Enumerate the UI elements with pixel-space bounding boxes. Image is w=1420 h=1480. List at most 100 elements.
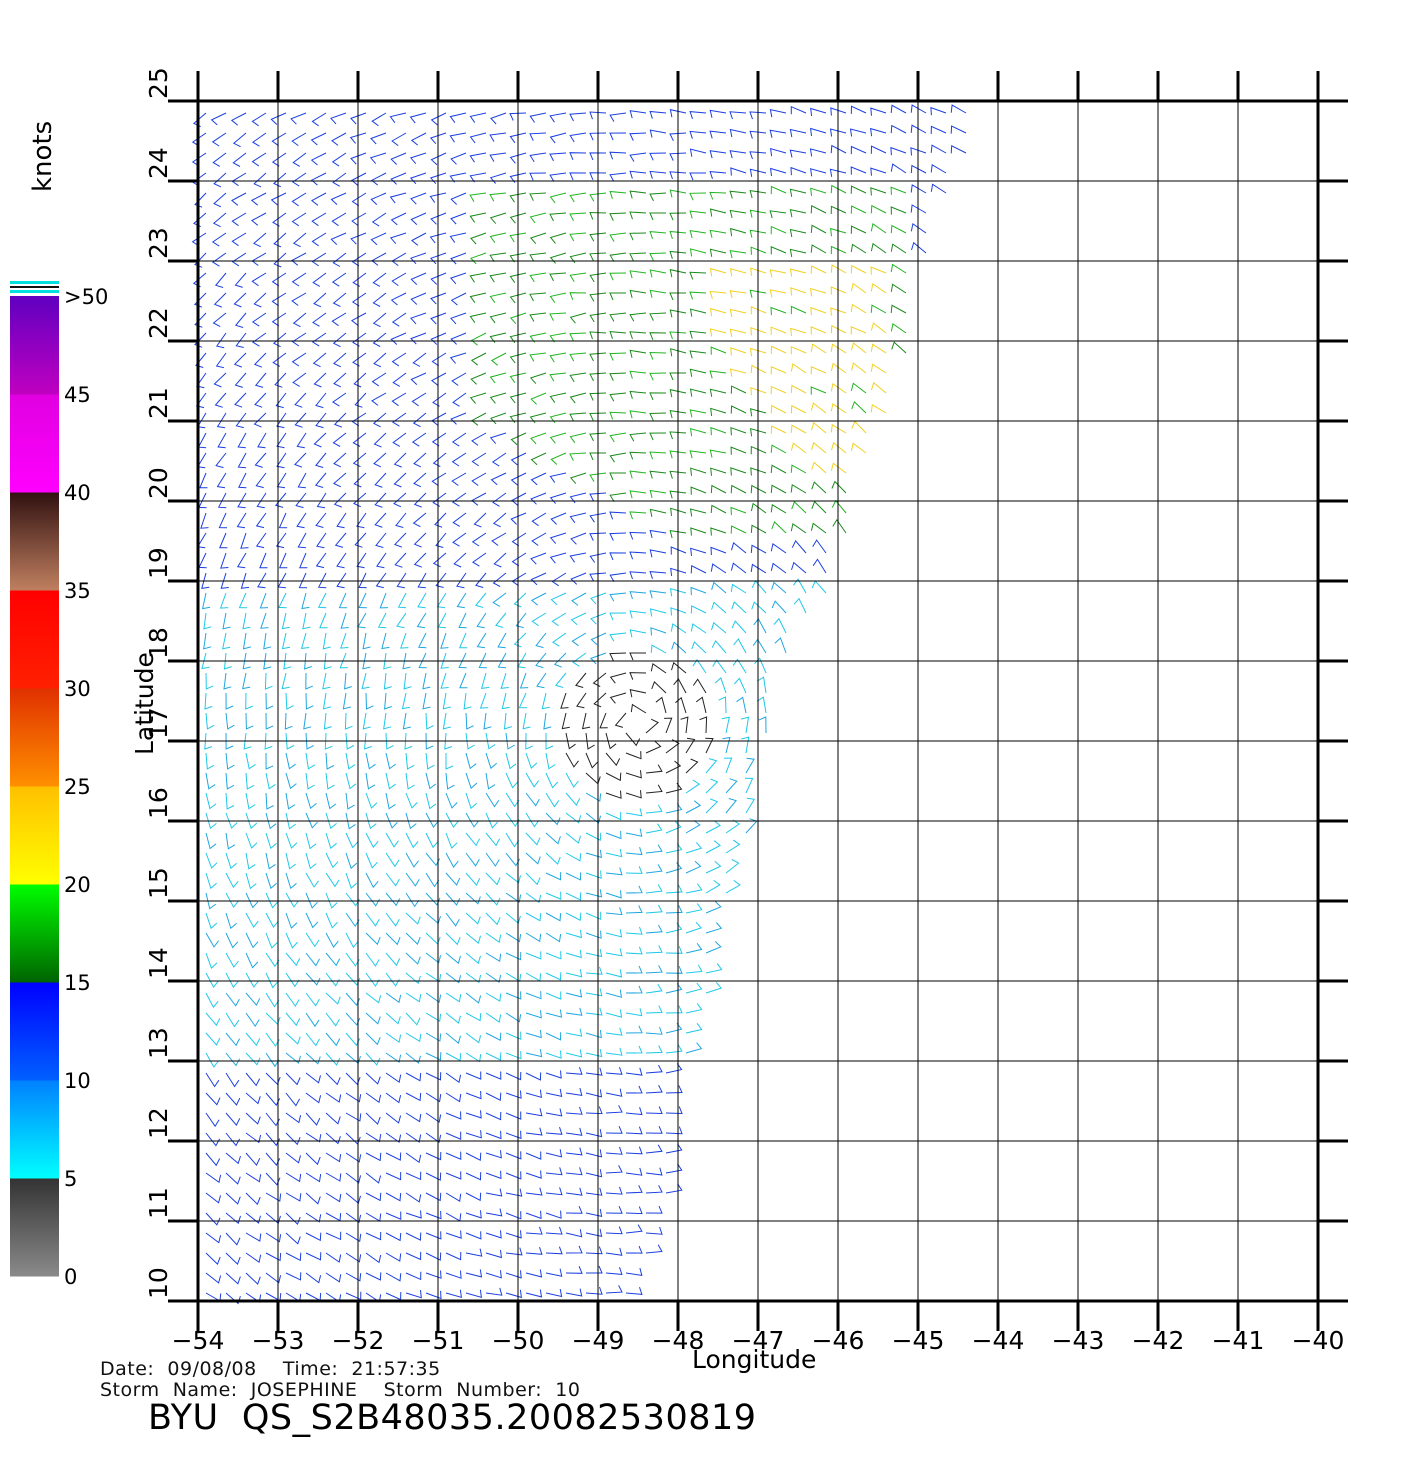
- wind-barb: [372, 412, 387, 428]
- wind-barb: [605, 867, 623, 876]
- wind-barb: [505, 1289, 522, 1299]
- wind-barb: [285, 832, 298, 849]
- x-tick-label: −53: [252, 1326, 305, 1355]
- wind-barb: [381, 632, 390, 650]
- wind-barb: [750, 428, 767, 437]
- wind-barb: [649, 549, 667, 558]
- wind-barb: [295, 492, 307, 509]
- wind-barb: [344, 712, 353, 730]
- wind-barb: [565, 1187, 583, 1196]
- wind-barb: [384, 692, 392, 710]
- wind-barb: [509, 192, 527, 203]
- wind-barb: [669, 189, 687, 198]
- wind-barb: [330, 112, 347, 125]
- wind-barb: [430, 152, 447, 166]
- wind-barb: [510, 432, 527, 446]
- wind-barb: [245, 952, 259, 969]
- wind-barb: [405, 1271, 422, 1281]
- wind-barb: [665, 905, 683, 914]
- wind-barb: [465, 1231, 482, 1240]
- wind-barb: [215, 332, 227, 349]
- wind-barb: [245, 752, 256, 770]
- wind-barb: [225, 732, 234, 750]
- wind-barb: [725, 798, 737, 814]
- wind-barb: [741, 736, 750, 754]
- wind-barb: [396, 612, 407, 629]
- wind-barb: [431, 412, 447, 426]
- wind-barb: [492, 592, 507, 607]
- wind-barb: [265, 1152, 281, 1166]
- wind-barb: [391, 132, 407, 146]
- wind-barb: [545, 1288, 563, 1298]
- wind-barb: [710, 407, 727, 417]
- wind-barb: [565, 989, 583, 998]
- wind-barb: [251, 112, 267, 127]
- wind-barb: [365, 1272, 382, 1281]
- wind-barb: [322, 672, 331, 690]
- wind-barb: [549, 332, 567, 343]
- wind-barb: [812, 558, 827, 574]
- wind-barb: [830, 264, 847, 274]
- wind-barb: [645, 740, 662, 754]
- wind-barb: [730, 405, 747, 414]
- wind-barb: [545, 1032, 562, 1041]
- wind-barb: [791, 539, 807, 554]
- wind-barb: [225, 1152, 241, 1165]
- wind-barb: [422, 692, 431, 710]
- wind-barb: [830, 343, 847, 354]
- wind-barb: [709, 130, 727, 139]
- wind-barb: [211, 232, 227, 247]
- wind-barb: [410, 212, 427, 225]
- wind-barb: [322, 632, 331, 650]
- wind-barb: [465, 972, 482, 984]
- wind-barb: [629, 349, 647, 358]
- wind-barb: [625, 732, 641, 747]
- wind-barb: [296, 512, 307, 529]
- wind-barb: [810, 522, 827, 534]
- wind-barb: [452, 532, 467, 547]
- wind-barb: [485, 1249, 502, 1259]
- wind-barb: [203, 632, 212, 650]
- wind-barb: [645, 718, 660, 734]
- wind-barb: [391, 412, 407, 427]
- wind-barb: [689, 229, 707, 239]
- wind-barb: [216, 412, 227, 429]
- wind-barb: [445, 792, 458, 809]
- wind-barb: [345, 1272, 362, 1282]
- wind-barb: [469, 292, 487, 303]
- wind-barb: [333, 372, 347, 388]
- wind-barb: [649, 152, 667, 161]
- wind-barb: [236, 512, 247, 529]
- y-tick-label: 13: [144, 1027, 173, 1059]
- wind-barb: [260, 612, 269, 629]
- wind-barb: [851, 401, 867, 414]
- wind-barb: [225, 992, 240, 1007]
- wind-barb: [665, 966, 683, 974]
- wind-barb: [770, 306, 787, 316]
- wind-barb: [205, 832, 217, 850]
- wind-barb: [549, 472, 567, 483]
- wind-barb: [361, 672, 370, 690]
- wind-barb: [625, 985, 643, 994]
- wind-barb: [412, 512, 427, 528]
- wind-barb: [305, 832, 317, 850]
- wind-barb: [365, 1172, 382, 1184]
- wind-barb: [395, 512, 407, 528]
- wind-barb: [669, 372, 686, 381]
- wind-barb: [649, 312, 667, 321]
- wind-barb: [263, 652, 272, 670]
- wind-barb: [645, 864, 663, 874]
- wind-barb: [525, 1170, 542, 1179]
- wind-barb: [650, 627, 667, 636]
- wind-barb: [300, 632, 310, 649]
- wind-barb: [242, 632, 252, 650]
- wind-barb: [629, 652, 646, 661]
- wind-barb: [709, 370, 727, 379]
- wind-barb: [665, 946, 683, 954]
- wind-barb: [311, 232, 327, 247]
- wind-barb: [305, 972, 321, 986]
- wind-barb: [890, 283, 907, 294]
- wind-barb: [436, 592, 447, 609]
- wind-barb: [425, 712, 434, 730]
- wind-barb: [489, 312, 507, 324]
